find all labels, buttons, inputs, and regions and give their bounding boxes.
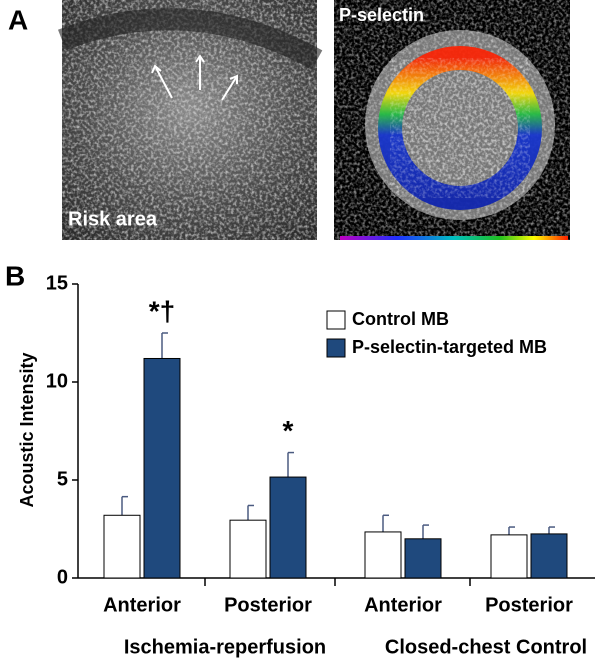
- bar: [229, 519, 267, 579]
- legend-swatch: [326, 338, 346, 358]
- panel-label: A: [8, 4, 28, 35]
- bar: [490, 534, 528, 579]
- y-tick-label: 15: [46, 272, 68, 294]
- x-tick-label: Anterior: [103, 594, 181, 616]
- y-tick-label: 0: [57, 566, 68, 588]
- x-tick-label: Posterior: [224, 594, 312, 616]
- legend-label: P-selectin-targeted MB: [352, 337, 547, 357]
- significance-marker: *†: [149, 295, 175, 326]
- significance-marker: *: [283, 415, 294, 446]
- group-label: Ischemia-reperfusion: [124, 636, 326, 658]
- y-tick-label: 10: [46, 370, 68, 392]
- group-label: Closed-chest Control: [385, 636, 587, 658]
- y-tick-label: 5: [57, 468, 68, 490]
- legend-swatch: [326, 310, 346, 330]
- x-tick-label: Posterior: [485, 594, 573, 616]
- y-axis-title: Acoustic Intensity: [17, 352, 37, 507]
- ultrasound-image: [58, 0, 323, 240]
- bar: [103, 514, 141, 579]
- image-caption: Risk area: [68, 208, 158, 230]
- bar: [404, 538, 442, 579]
- bar: [530, 533, 568, 579]
- bar: [143, 357, 181, 579]
- image-caption: P-selectin: [339, 5, 424, 25]
- p-selectin-image: [334, 0, 570, 240]
- bar: [269, 476, 307, 579]
- panel-label: B: [5, 260, 25, 291]
- bar: [364, 531, 402, 579]
- legend-label: Control MB: [352, 309, 449, 329]
- x-tick-label: Anterior: [364, 594, 442, 616]
